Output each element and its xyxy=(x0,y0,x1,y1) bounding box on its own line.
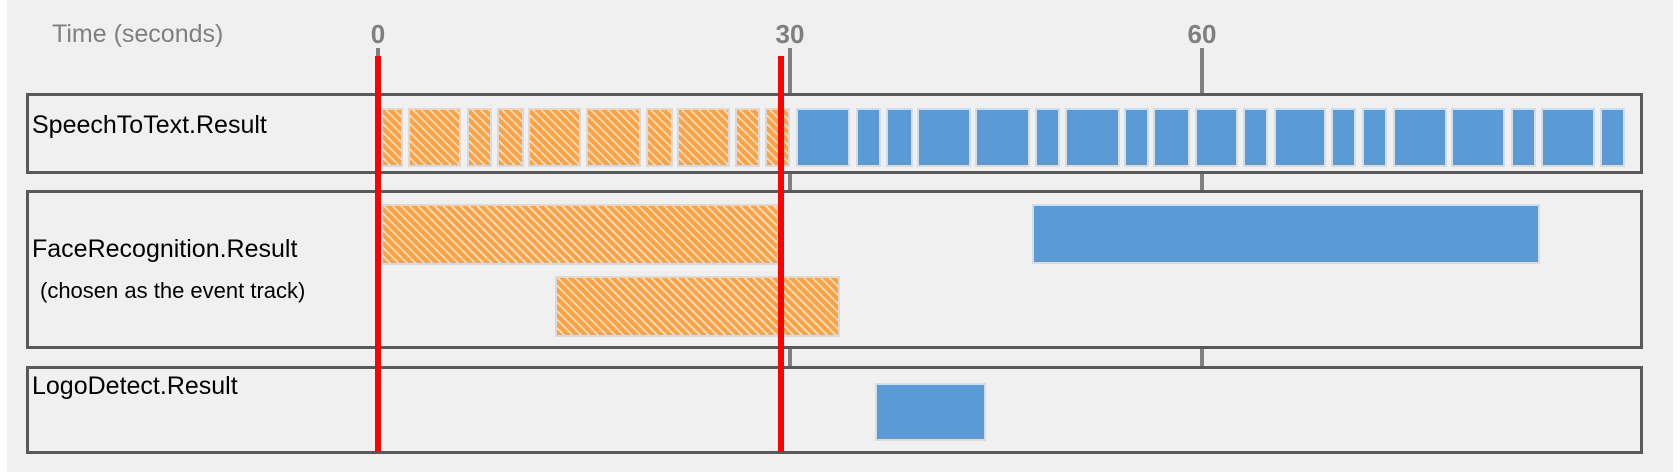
segment-speech-to-text-4[interactable] xyxy=(528,108,581,167)
segment-speech-to-text-23[interactable] xyxy=(1362,108,1387,167)
segment-face-recognition-2[interactable] xyxy=(1032,204,1540,264)
segment-face-recognition-0[interactable] xyxy=(381,204,779,265)
segment-speech-to-text-19[interactable] xyxy=(1195,108,1238,167)
event-end-marker[interactable] xyxy=(778,56,784,452)
segment-speech-to-text-2[interactable] xyxy=(467,108,492,167)
segment-speech-to-text-8[interactable] xyxy=(735,108,760,167)
segment-speech-to-text-1[interactable] xyxy=(408,108,461,167)
segment-speech-to-text-24[interactable] xyxy=(1393,108,1447,167)
segment-speech-to-text-20[interactable] xyxy=(1243,108,1268,167)
segment-speech-to-text-9[interactable] xyxy=(765,108,790,167)
segment-speech-to-text-0[interactable] xyxy=(381,108,403,167)
segment-speech-to-text-7[interactable] xyxy=(677,108,730,167)
segment-speech-to-text-27[interactable] xyxy=(1541,108,1595,167)
segment-speech-to-text-14[interactable] xyxy=(975,108,1030,167)
segment-speech-to-text-28[interactable] xyxy=(1600,108,1625,167)
segment-speech-to-text-22[interactable] xyxy=(1331,108,1356,167)
axis-tick-60: 60 xyxy=(1187,19,1217,49)
track-logo-detect[interactable] xyxy=(26,366,1643,454)
segment-speech-to-text-11[interactable] xyxy=(856,108,881,167)
track-sublabel-face-recognition: (chosen as the event track) xyxy=(40,278,306,303)
segment-speech-to-text-26[interactable] xyxy=(1511,108,1536,167)
track-label-logo-detect: LogoDetect.Result xyxy=(32,372,238,400)
event-start-marker[interactable] xyxy=(375,56,381,452)
segment-speech-to-text-17[interactable] xyxy=(1124,108,1149,167)
segment-speech-to-text-12[interactable] xyxy=(886,108,913,167)
left-edge-gutter xyxy=(0,0,7,472)
segment-logo-detect-0[interactable] xyxy=(875,383,986,441)
segment-speech-to-text-15[interactable] xyxy=(1035,108,1060,167)
segment-speech-to-text-13[interactable] xyxy=(917,108,971,167)
segment-speech-to-text-16[interactable] xyxy=(1065,108,1120,167)
axis-title: Time (seconds) xyxy=(52,20,224,48)
segment-speech-to-text-10[interactable] xyxy=(796,108,850,167)
right-edge-gutter xyxy=(1673,0,1680,472)
segment-speech-to-text-3[interactable] xyxy=(497,108,524,167)
segment-face-recognition-1[interactable] xyxy=(555,276,840,337)
track-label-face-recognition: FaceRecognition.Result xyxy=(32,235,298,263)
segment-speech-to-text-25[interactable] xyxy=(1451,108,1505,167)
axis-tick-0: 0 xyxy=(370,19,386,49)
axis-tick-30: 30 xyxy=(775,19,805,49)
segment-speech-to-text-5[interactable] xyxy=(586,108,641,167)
segment-speech-to-text-21[interactable] xyxy=(1274,108,1326,167)
segment-speech-to-text-6[interactable] xyxy=(646,108,673,167)
track-label-speech-to-text: SpeechToText.Result xyxy=(32,111,267,139)
segment-speech-to-text-18[interactable] xyxy=(1153,108,1190,167)
